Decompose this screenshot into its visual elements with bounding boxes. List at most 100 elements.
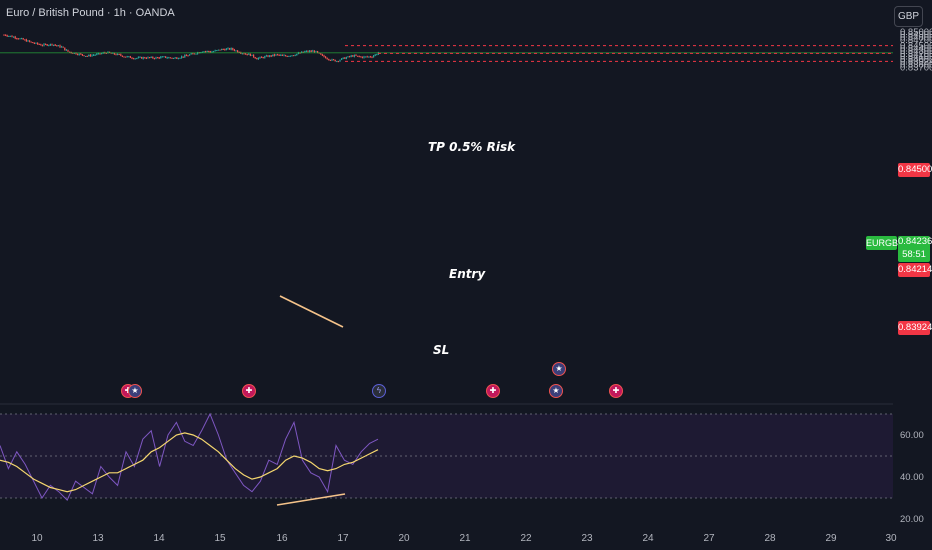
time-axis-label: 10: [31, 533, 43, 544]
candle-body: [246, 53, 248, 55]
candle-body: [57, 45, 59, 47]
candle-body: [289, 55, 291, 57]
candle-body: [126, 56, 128, 58]
gb-flag-icon[interactable]: ✚: [486, 384, 500, 398]
price-axis-label: 0.83924: [900, 56, 932, 67]
candle-body: [309, 50, 311, 52]
entry-annotation[interactable]: Entry: [449, 267, 486, 281]
candle-body: [96, 53, 98, 55]
candle-body: [89, 54, 91, 57]
price-axis-label: 0.84500: [900, 41, 932, 52]
symbol-title[interactable]: Euro / British Pound · 1h · OANDA: [6, 7, 175, 19]
gb-flag-icon[interactable]: ✚: [242, 384, 256, 398]
candle-body: [357, 55, 359, 57]
candle-body: [333, 59, 335, 61]
current-price-value: 0.84236: [898, 236, 932, 247]
currency-button[interactable]: GBP: [894, 6, 923, 27]
time-axis-label: 21: [459, 533, 471, 544]
candle-body: [115, 54, 117, 56]
flash-icon[interactable]: ϟ: [372, 384, 386, 398]
candle-body: [233, 49, 235, 51]
candle-body: [235, 50, 237, 52]
candle-body: [123, 56, 125, 58]
candle-body: [374, 54, 376, 56]
candle-body: [131, 57, 133, 59]
candle-body: [80, 53, 82, 55]
candle-body: [99, 53, 101, 55]
candle-body: [293, 55, 295, 57]
candle-body: [67, 49, 69, 52]
candle-body: [272, 54, 274, 57]
price-axis: 0.850000.849000.848000.847000.845000.844…: [900, 27, 932, 525]
candle-body: [251, 54, 253, 56]
candle-body: [305, 50, 307, 52]
current-price-tag: 0.84236 58:51: [898, 236, 932, 262]
candle-body: [59, 45, 61, 48]
entry-price-tag: 0.84214: [898, 263, 932, 277]
candle-body: [32, 42, 34, 44]
candle-body: [275, 54, 277, 56]
gb-flag-icon[interactable]: ✚: [609, 384, 623, 398]
eu-flag-icon[interactable]: ★: [549, 384, 563, 398]
candle-body: [281, 54, 283, 56]
candle-body: [256, 58, 258, 60]
candle-body: [78, 53, 80, 55]
candle-body: [294, 55, 296, 57]
candle-body: [349, 56, 351, 58]
candle-body: [24, 39, 26, 41]
candle-body: [288, 55, 290, 57]
candle-body: [118, 53, 120, 55]
candle-body: [278, 54, 280, 56]
tp-annotation[interactable]: TP 0.5% Risk: [428, 140, 516, 154]
candle-body: [227, 48, 229, 50]
candle-body: [11, 35, 13, 38]
candle-body: [243, 53, 245, 55]
candle-body: [88, 54, 90, 57]
candle-body: [205, 51, 207, 53]
candle-body: [193, 53, 195, 55]
candle-body: [185, 55, 187, 57]
candle-body: [345, 57, 347, 59]
candle-body: [195, 53, 197, 55]
candle-body: [352, 55, 354, 57]
candle-body: [54, 44, 56, 46]
candle-body: [323, 55, 325, 57]
candle-body: [334, 59, 336, 62]
candle-body: [224, 49, 226, 51]
candle-body: [22, 38, 24, 40]
candle-body: [241, 53, 243, 55]
candle-body: [45, 44, 47, 46]
price-axis-label: 0.85000: [900, 27, 932, 38]
sl-annotation[interactable]: SL: [433, 343, 450, 357]
candle-body: [302, 51, 304, 53]
candle-body: [62, 46, 64, 48]
candle-body: [163, 56, 165, 58]
price-axis-label: 0.84700: [900, 35, 932, 46]
time-axis-label: 15: [214, 533, 226, 544]
eu-flag-icon[interactable]: ★: [128, 384, 142, 398]
candle-body: [369, 56, 371, 58]
candle-body: [376, 54, 378, 56]
candle-body: [37, 42, 39, 44]
candle-body: [353, 55, 355, 57]
candle-body: [257, 57, 259, 60]
price-axis-label: 0.83700: [900, 62, 932, 73]
candle-body: [160, 56, 162, 59]
candle-body: [81, 54, 83, 56]
candle-body: [75, 52, 77, 55]
candle-body: [248, 53, 250, 55]
candle-body: [176, 57, 178, 59]
eu-flag-icon[interactable]: ★: [552, 362, 566, 376]
candle-body: [277, 54, 279, 56]
candle-body: [182, 56, 184, 58]
price-divergence-line: [279, 295, 344, 328]
candle-body: [307, 50, 309, 52]
candle-body: [216, 50, 218, 52]
candle-body: [153, 58, 155, 60]
candle-body: [211, 51, 213, 53]
candle-body: [225, 48, 227, 51]
candle-body: [201, 51, 203, 53]
candle-body: [265, 55, 267, 57]
candle-body: [120, 54, 122, 56]
